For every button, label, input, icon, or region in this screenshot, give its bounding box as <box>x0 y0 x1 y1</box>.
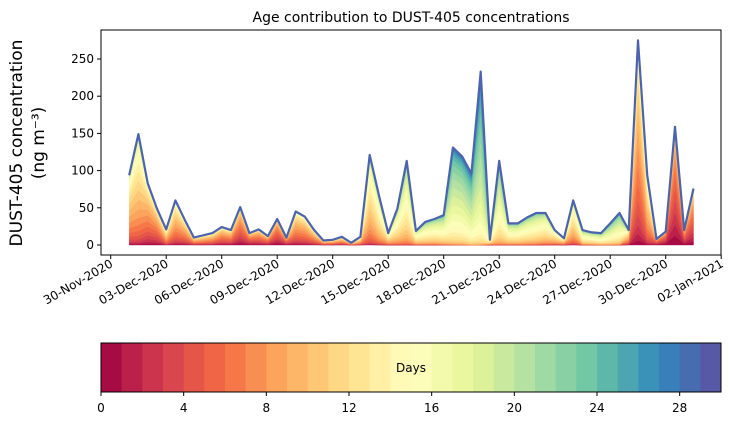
colorbar-bin <box>576 343 598 392</box>
colorbar-tick-label: 8 <box>263 401 271 415</box>
colorbar-bin <box>101 343 123 392</box>
colorbar-bin <box>328 343 350 392</box>
colorbar-bin <box>659 343 681 392</box>
colorbar-bin <box>183 343 205 392</box>
colorbar-bin <box>369 343 391 392</box>
y-axis: 0 50 100 150 200 250 <box>71 52 101 252</box>
colorbar-bin <box>349 343 371 392</box>
colorbar-tick-label: 16 <box>424 401 439 415</box>
colorbar-tick-label: 4 <box>180 401 188 415</box>
colorbar-bin <box>390 343 412 392</box>
colorbar-bin <box>638 343 660 392</box>
colorbar-bin <box>679 343 701 392</box>
colorbar-bin <box>142 343 164 392</box>
colorbar-bin <box>431 343 453 392</box>
y-axis-label-line1: DUST-405 concentration <box>7 40 27 247</box>
chart-title: Age contribution to DUST-405 concentrati… <box>253 10 570 26</box>
colorbar-frame <box>100 342 722 393</box>
colorbar-bin <box>617 343 639 392</box>
colorbar-bin <box>514 343 536 392</box>
colorbar-bin <box>307 343 329 392</box>
colorbar-tick-label: 0 <box>97 401 105 415</box>
colorbar-bin <box>597 343 619 392</box>
y-axis-label: DUST-405 concentration (ng m⁻³) <box>7 40 49 247</box>
y-tick-label: 200 <box>71 89 94 103</box>
colorbar-tick-label: 20 <box>507 401 522 415</box>
colorbar-bin <box>700 343 722 392</box>
plot-frame <box>100 29 722 256</box>
colorbar-bin <box>535 343 557 392</box>
y-tick-label: 150 <box>71 126 94 140</box>
y-tick-label: 50 <box>79 201 94 215</box>
age-layer-16-days <box>128 45 694 244</box>
colorbar-bin <box>555 343 577 392</box>
colorbar-tick-label: 12 <box>341 401 356 415</box>
colorbar-bin <box>225 343 247 392</box>
colorbar-tick-label: 24 <box>589 401 604 415</box>
colorbar-bin <box>245 343 267 392</box>
colorbar <box>101 343 722 392</box>
colorbar-bin <box>121 343 143 392</box>
colorbar-bin <box>411 343 433 392</box>
colorbar-bin <box>163 343 185 392</box>
y-tick-label: 0 <box>86 238 94 252</box>
colorbar-label: Days <box>396 361 426 375</box>
total-concentration-line <box>128 39 695 244</box>
y-tick-label: 250 <box>71 52 94 66</box>
x-axis: 30-Nov-202003-Dec-202006-Dec-202009-Dec-… <box>41 255 726 307</box>
y-tick-label: 100 <box>71 164 94 178</box>
colorbar-bin <box>204 343 226 392</box>
colorbar-tick-label: 28 <box>672 401 687 415</box>
colorbar-bin <box>287 343 309 392</box>
colorbar-bin <box>452 343 474 392</box>
colorbar-bin <box>266 343 288 392</box>
stacked-area-layers <box>128 40 694 246</box>
colorbar-ticks: 0 4 8 12 16 20 24 28 <box>97 392 687 415</box>
colorbar-bin <box>493 343 515 392</box>
colorbar-bin <box>473 343 495 392</box>
y-axis-label-line2: (ng m⁻³) <box>29 107 49 180</box>
